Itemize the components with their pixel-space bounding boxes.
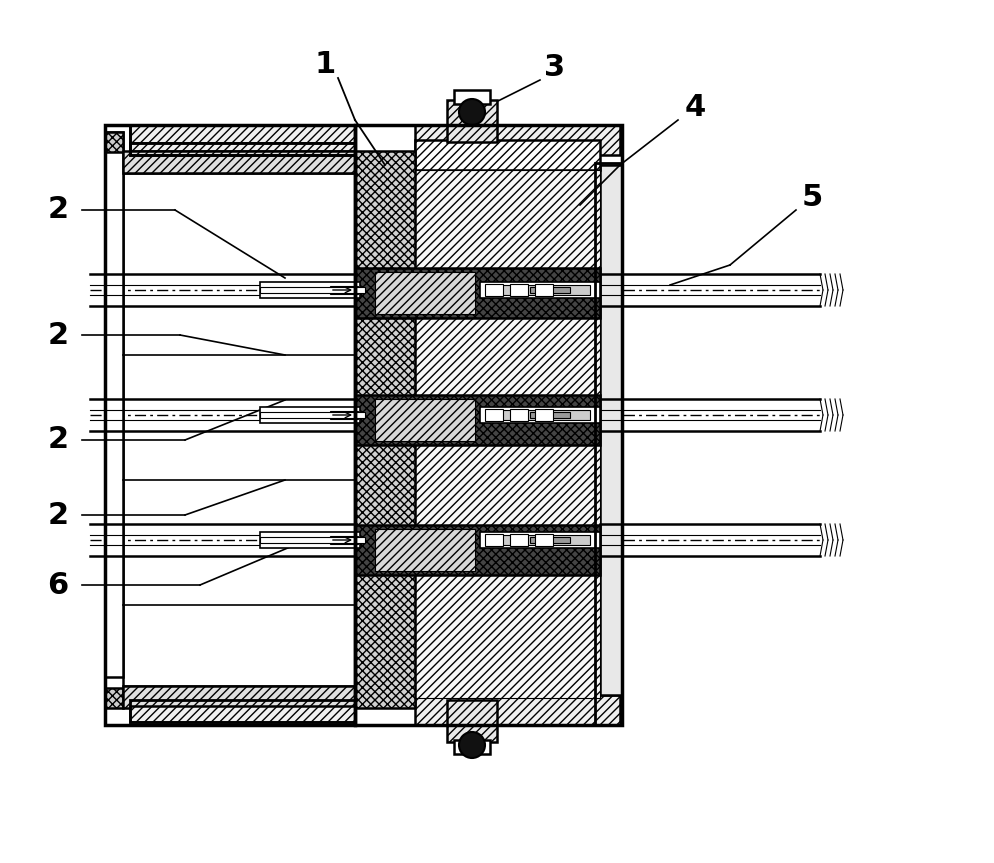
Text: 3: 3 (545, 54, 566, 83)
Bar (105, 688, 123, 708)
Bar (260, 532, 360, 548)
Text: 6: 6 (48, 570, 69, 600)
Bar (260, 282, 360, 298)
Bar (123, 686, 355, 708)
Bar (355, 268, 600, 318)
Bar (260, 412, 365, 418)
Bar (530, 412, 570, 418)
Bar (510, 409, 528, 421)
Bar (480, 282, 600, 298)
Bar (415, 695, 620, 725)
Bar (355, 125, 622, 725)
Bar (535, 409, 553, 421)
Bar (330, 411, 358, 419)
Bar (485, 409, 503, 421)
Bar (375, 399, 475, 441)
Bar (510, 534, 528, 546)
Bar (415, 573, 600, 698)
Text: 5: 5 (801, 184, 823, 212)
Bar (260, 407, 360, 423)
Bar (485, 534, 503, 546)
Bar (375, 529, 475, 571)
Text: 2: 2 (48, 425, 69, 455)
Bar (535, 534, 553, 546)
Bar (123, 151, 355, 173)
Bar (105, 132, 123, 677)
Bar (480, 407, 600, 423)
Bar (415, 125, 620, 155)
Bar (415, 315, 600, 405)
Bar (510, 284, 528, 296)
Bar (375, 272, 475, 314)
Text: 4: 4 (685, 93, 706, 123)
Bar (260, 287, 365, 293)
Bar (530, 537, 570, 543)
Bar (355, 151, 415, 708)
Bar (330, 286, 358, 294)
Bar (454, 740, 490, 754)
Bar (535, 284, 553, 296)
Bar (485, 284, 503, 296)
Text: 2: 2 (48, 320, 69, 350)
Text: 2: 2 (48, 196, 69, 224)
Bar (105, 125, 355, 725)
Bar (490, 535, 590, 545)
Bar (490, 285, 590, 295)
Bar (530, 287, 570, 293)
Bar (130, 125, 355, 143)
Bar (123, 173, 355, 686)
Bar (415, 170, 600, 275)
Text: 1: 1 (314, 51, 336, 79)
Bar (260, 537, 365, 543)
Bar (130, 125, 355, 155)
Bar (415, 140, 600, 170)
Bar (490, 410, 590, 420)
Bar (130, 706, 355, 722)
Circle shape (459, 99, 485, 125)
Bar (415, 445, 600, 535)
Circle shape (459, 732, 485, 758)
Bar (355, 525, 600, 575)
Bar (330, 536, 358, 544)
Bar (480, 532, 600, 548)
Bar (355, 395, 600, 445)
Bar (447, 700, 497, 742)
Bar (454, 90, 490, 104)
Bar (105, 132, 123, 152)
Bar (600, 165, 622, 695)
Text: 2: 2 (48, 501, 69, 530)
Bar (130, 700, 355, 722)
Bar (130, 143, 355, 155)
Bar (130, 143, 355, 151)
Bar (447, 100, 497, 142)
Bar (595, 163, 622, 725)
